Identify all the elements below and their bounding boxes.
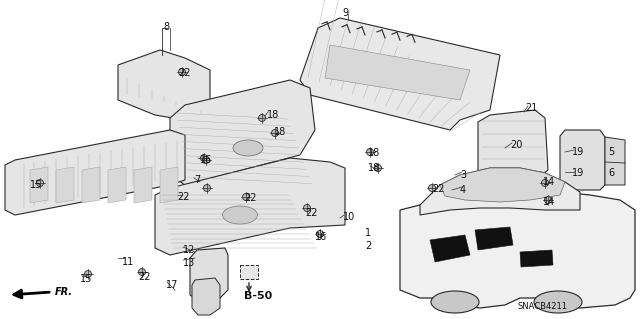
Text: 5: 5 [608,147,614,157]
Text: 3: 3 [460,170,466,180]
Text: 16: 16 [200,155,212,165]
Text: SNACB4211: SNACB4211 [517,302,567,311]
Polygon shape [190,248,228,302]
Text: 8: 8 [163,22,169,32]
Polygon shape [160,167,178,203]
Polygon shape [300,18,500,130]
Polygon shape [30,167,48,203]
Text: 16: 16 [315,232,327,242]
Polygon shape [170,80,315,185]
Polygon shape [400,185,635,308]
Text: 22: 22 [138,272,150,282]
Polygon shape [5,130,185,215]
Polygon shape [475,227,513,250]
Polygon shape [82,167,100,203]
Text: 22: 22 [305,208,317,218]
Circle shape [243,194,250,201]
Text: 12: 12 [183,245,195,255]
Polygon shape [520,250,553,267]
Text: 22: 22 [432,184,445,194]
Text: 21: 21 [525,103,538,113]
Text: 15: 15 [80,274,92,284]
Text: 13: 13 [183,258,195,268]
Text: FR.: FR. [55,287,73,297]
Text: 11: 11 [122,257,134,267]
Polygon shape [118,50,210,120]
Circle shape [374,165,381,172]
Text: 22: 22 [244,193,257,203]
Text: 1: 1 [365,228,371,238]
Circle shape [202,157,209,164]
Circle shape [303,204,310,211]
Polygon shape [560,130,605,190]
Polygon shape [440,168,565,202]
Polygon shape [155,158,345,255]
Circle shape [259,115,266,122]
Text: 18: 18 [274,127,286,137]
Circle shape [317,231,323,238]
Bar [240,265,258,279]
Polygon shape [56,167,74,203]
Text: B-50: B-50 [244,291,272,301]
Text: 22: 22 [178,68,191,78]
Polygon shape [108,167,126,203]
Circle shape [138,269,145,276]
Text: 14: 14 [543,197,556,207]
Text: 4: 4 [460,185,466,195]
Circle shape [367,149,374,155]
Text: 19: 19 [572,147,584,157]
Polygon shape [605,137,625,185]
Circle shape [200,154,207,161]
Polygon shape [134,167,152,203]
Polygon shape [420,168,580,215]
Polygon shape [478,110,548,180]
Circle shape [429,184,435,191]
Polygon shape [192,278,220,315]
Text: 14: 14 [543,177,556,187]
Text: 7: 7 [194,175,200,185]
Text: 17: 17 [166,280,179,290]
Circle shape [204,184,211,191]
Text: 18: 18 [368,163,380,173]
Circle shape [84,271,92,278]
Text: 19: 19 [572,168,584,178]
Circle shape [541,180,548,187]
Ellipse shape [534,291,582,313]
Circle shape [179,69,186,76]
Circle shape [545,197,552,204]
Ellipse shape [431,291,479,313]
Polygon shape [430,235,470,262]
Ellipse shape [233,140,263,156]
Circle shape [271,130,278,137]
Text: 15: 15 [30,180,42,190]
Text: 22: 22 [177,192,189,202]
Text: 20: 20 [510,140,522,150]
Text: 6: 6 [608,168,614,178]
Text: 9: 9 [342,8,348,18]
Text: 18: 18 [267,110,279,120]
Circle shape [36,180,44,187]
Text: 10: 10 [343,212,355,222]
Polygon shape [325,45,470,100]
Text: 18: 18 [368,148,380,158]
Text: 2: 2 [365,241,371,251]
Ellipse shape [223,206,257,224]
